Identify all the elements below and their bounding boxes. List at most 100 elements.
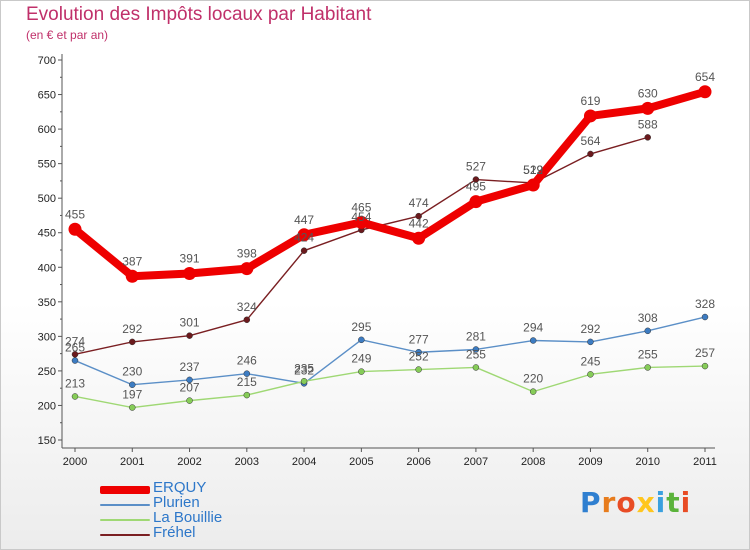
- point-erquy: [469, 195, 483, 209]
- point-la-bouillie: [186, 397, 193, 404]
- x-tick-label: 2004: [292, 456, 316, 468]
- data-labels: 274 292 301 324 424 454 474 527 522 564 588 265 230 2…: [65, 70, 715, 402]
- point-erquy: [297, 228, 311, 242]
- data-label-plurien: 230: [122, 365, 142, 379]
- x-tick-label: 2001: [120, 456, 144, 468]
- data-label-erquy: 465: [351, 200, 371, 214]
- point-la-bouillie: [472, 364, 480, 371]
- data-label-plurien: 328: [695, 297, 715, 311]
- point-erquy: [68, 222, 82, 236]
- point-plurien: [71, 357, 79, 364]
- y-tick-label: 500: [38, 193, 56, 205]
- series-line-la-bouillie: [74, 365, 706, 409]
- chart-subtitle: (en € et par an): [26, 28, 109, 42]
- x-tick-label: 2002: [177, 456, 201, 468]
- chart-title: Evolution des Impôts locaux par Habitant: [26, 4, 372, 25]
- point-fr-hel: [415, 212, 422, 220]
- data-label-erquy: 495: [466, 180, 486, 194]
- legend-swatch: [100, 534, 150, 536]
- y-tick-label: 650: [38, 90, 56, 102]
- legend-label: La Bouillie: [153, 509, 223, 526]
- data-label-erquy: 654: [695, 70, 715, 84]
- point-plurien: [243, 370, 251, 377]
- data-label-plurien: 265: [65, 341, 85, 355]
- logo-letter: r: [601, 486, 617, 519]
- data-label-la-bouillie: 245: [580, 354, 600, 368]
- data-label-fr-hel: 292: [122, 322, 142, 336]
- y-tick-label: 150: [38, 435, 56, 447]
- data-label-erquy: 630: [638, 86, 658, 100]
- point-fr-hel: [472, 176, 480, 183]
- point-plurien: [358, 336, 365, 344]
- y-tick-label: 400: [38, 262, 56, 274]
- logo-letter: P: [580, 486, 602, 519]
- data-label-plurien: 246: [237, 354, 257, 368]
- x-tick-label: 2000: [63, 456, 87, 468]
- x-tick-label: 2008: [521, 456, 545, 468]
- data-label-fr-hel: 564: [580, 134, 600, 148]
- x-tick-label: 2011: [693, 456, 717, 468]
- point-la-bouillie: [129, 404, 136, 411]
- y-tick-label: 200: [38, 400, 56, 412]
- point-erquy: [698, 85, 712, 99]
- point-la-bouillie: [300, 378, 308, 385]
- data-label-erquy: 442: [409, 216, 429, 230]
- data-label-plurien: 237: [180, 360, 200, 374]
- data-label-la-bouillie: 215: [237, 375, 257, 389]
- data-label-la-bouillie: 197: [122, 388, 142, 402]
- x-tick-label: 2006: [406, 456, 430, 468]
- series-line-erquy: [71, 87, 709, 281]
- point-la-bouillie: [415, 366, 422, 373]
- point-plurien: [529, 337, 537, 344]
- data-label-fr-hel: 454: [351, 210, 371, 224]
- data-label-la-bouillie: 213: [65, 376, 85, 390]
- point-plurien: [415, 349, 422, 356]
- data-label-erquy: 398: [237, 247, 257, 261]
- data-label-la-bouillie: 207: [180, 381, 200, 395]
- point-la-bouillie: [71, 393, 79, 400]
- data-label-fr-hel: 527: [466, 160, 486, 174]
- point-erquy: [526, 178, 540, 192]
- point-erquy: [183, 266, 197, 280]
- point-la-bouillie: [529, 388, 537, 395]
- data-label-la-bouillie: 255: [638, 347, 658, 361]
- data-label-plurien: 295: [351, 320, 371, 334]
- point-plurien: [701, 313, 709, 321]
- legend-item: Fréhel: [100, 524, 300, 542]
- point-la-bouillie: [358, 368, 365, 375]
- legend-item: ERQUY: [100, 479, 300, 497]
- legend-swatch: [100, 486, 150, 494]
- data-label-la-bouillie: 249: [351, 352, 371, 366]
- legend-swatch: [100, 504, 150, 506]
- point-erquy: [641, 101, 655, 115]
- legend-label: Plurien: [153, 494, 200, 511]
- y-tick-label: 600: [38, 124, 56, 136]
- data-label-fr-hel: 474: [409, 196, 429, 210]
- series-line-plurien: [74, 316, 706, 386]
- x-tick-label: 2009: [578, 456, 602, 468]
- point-erquy: [412, 231, 426, 245]
- data-label-fr-hel: 301: [180, 316, 200, 330]
- x-tick-label: 2005: [349, 456, 373, 468]
- data-label-erquy: 455: [65, 207, 85, 221]
- point-fr-hel: [186, 332, 193, 339]
- point-erquy: [354, 215, 368, 229]
- point-plurien: [186, 376, 193, 384]
- logo-letter: i: [680, 486, 692, 519]
- data-label-plurien: 232: [294, 363, 314, 377]
- point-fr-hel: [243, 316, 251, 324]
- y-tick-label: 450: [38, 228, 56, 240]
- data-label-la-bouillie: 252: [409, 350, 429, 364]
- data-label-fr-hel: 274: [65, 334, 85, 348]
- data-label-plurien: 277: [409, 332, 429, 346]
- point-plurien: [472, 346, 480, 353]
- legend-label: Fréhel: [153, 524, 196, 541]
- logo-letter: i: [655, 486, 667, 519]
- data-label-erquy: 447: [294, 213, 314, 227]
- data-label-erquy: 387: [122, 254, 142, 268]
- point-fr-hel: [300, 247, 308, 254]
- x-tick-label: 2010: [635, 456, 659, 468]
- data-label-la-bouillie: 235: [294, 361, 314, 375]
- data-label-la-bouillie: 220: [523, 372, 543, 386]
- legend-item: Plurien: [100, 494, 300, 512]
